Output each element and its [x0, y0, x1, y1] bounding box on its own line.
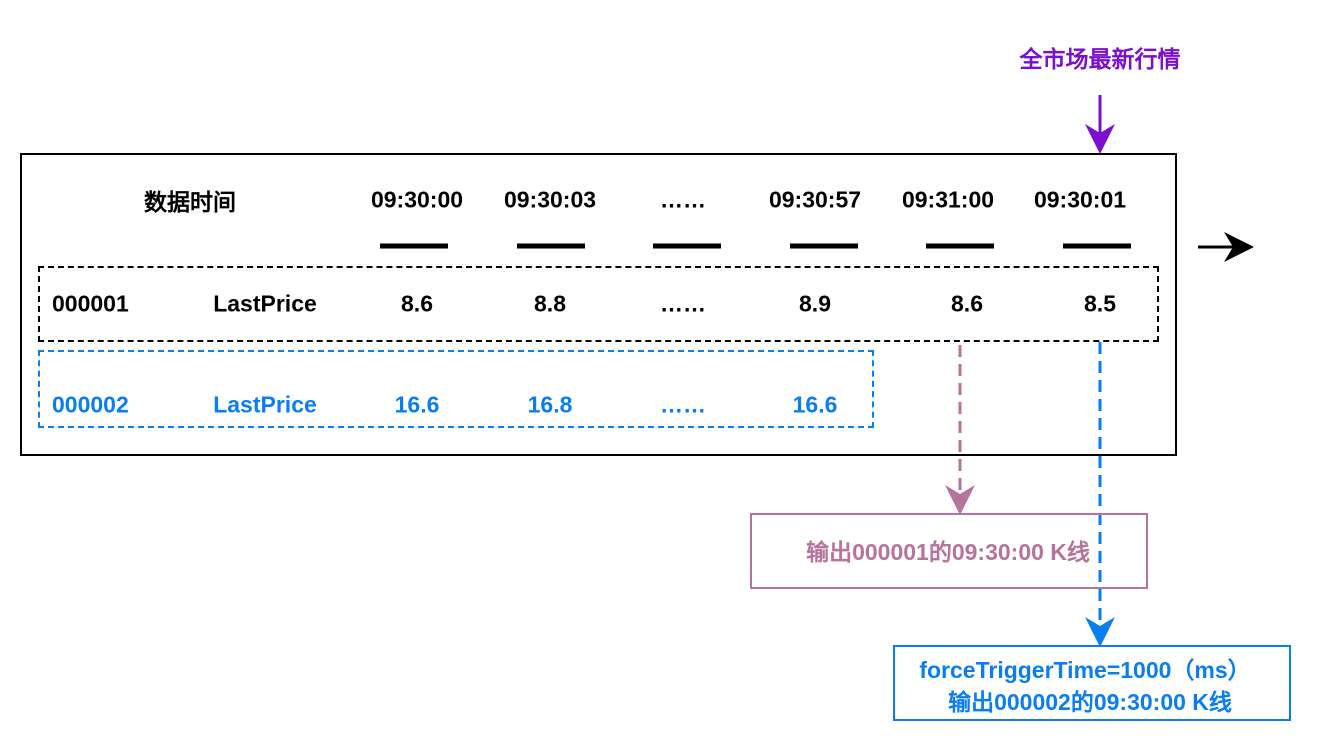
row-000001-box — [38, 266, 1159, 342]
row2-value: 16.6 — [792, 391, 838, 418]
row2-field: LastPrice — [213, 391, 317, 418]
time-label: …… — [660, 186, 706, 213]
data-panel — [20, 153, 1177, 456]
row1-value: 8.9 — [799, 290, 831, 317]
row1-field: LastPrice — [213, 290, 317, 317]
row2-value: 16.8 — [527, 391, 573, 418]
row2-code: 000002 — [52, 391, 129, 418]
time-label: 09:30:00 — [370, 186, 464, 213]
row1-value: 8.5 — [1084, 290, 1116, 317]
row2-value: 16.6 — [394, 391, 440, 418]
row2-value: …… — [660, 391, 706, 418]
time-label: 09:30:01 — [1033, 186, 1127, 213]
row1-code: 000001 — [52, 290, 129, 317]
time-label: 09:30:03 — [503, 186, 597, 213]
output2-box — [893, 645, 1291, 721]
row1-value: 8.6 — [401, 290, 433, 317]
header-label: 数据时间 — [144, 189, 236, 215]
market-title: 全市场最新行情 — [1019, 46, 1181, 72]
output1-text: 输出000001的09:30:00 K线 — [806, 539, 1090, 565]
row1-value: 8.6 — [951, 290, 983, 317]
row-000002-box — [38, 350, 874, 428]
output2-line1: forceTriggerTime=1000（ms） — [919, 657, 1251, 683]
time-label: 09:31:00 — [901, 186, 995, 213]
output1-box — [750, 513, 1148, 589]
row1-value: …… — [660, 290, 706, 317]
time-label: 09:30:57 — [768, 186, 862, 213]
row1-value: 8.8 — [534, 290, 566, 317]
output2-line2: 输出000002的09:30:00 K线 — [948, 689, 1232, 715]
